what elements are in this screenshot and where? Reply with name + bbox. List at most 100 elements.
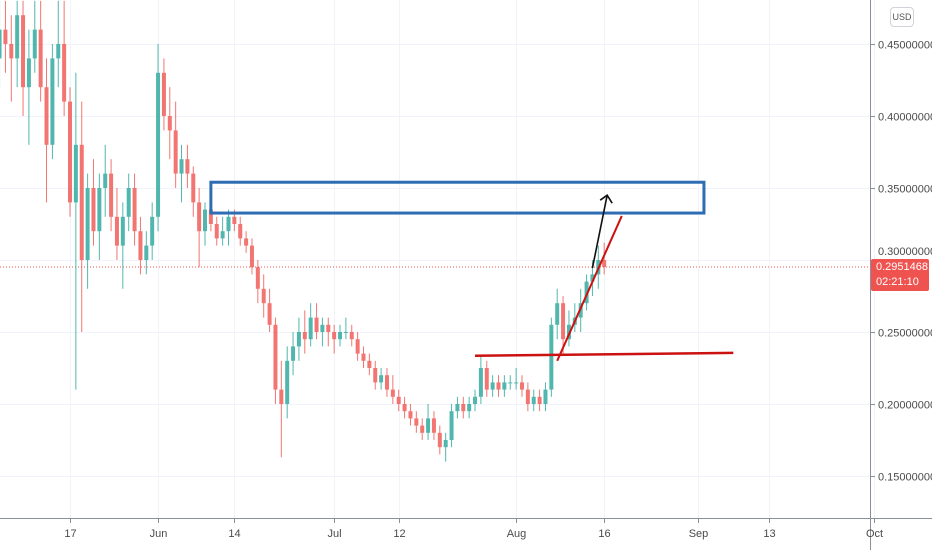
candle [461,396,466,419]
candle-body [543,389,548,404]
candle [68,87,72,217]
x-tick-label: 17 [64,528,76,540]
candle-body [167,116,172,131]
candle-body [519,382,524,390]
candle [496,375,501,397]
candle [132,173,137,246]
candle [173,101,178,188]
candle-body [296,332,301,347]
candle [602,242,607,275]
candle [150,202,155,260]
support-line[interactable] [475,351,734,358]
candle [443,432,448,462]
candle [3,0,8,73]
candle-body [173,130,178,174]
candle [384,368,389,397]
candle-body [273,324,278,390]
candle-body [384,375,389,390]
candle-body [267,303,272,325]
candle [508,375,513,390]
candle-body [602,260,607,267]
drawings[interactable] [209,180,734,362]
candle [179,144,184,203]
candle-body [138,231,143,260]
x-tick-label: Aug [507,528,527,540]
candle-body [514,382,519,384]
x-tick-label: Jun [150,528,168,540]
y-tick-label: 0.35000000 [878,184,932,196]
candle [414,411,419,433]
candle [326,317,331,347]
candle-body [91,188,96,232]
time-axis[interactable]: 17 Jun 14 Jul 12 Aug 16 Sep 13 Oct [64,518,883,540]
candle-body [3,29,8,44]
candle-body [73,144,78,203]
candle [279,360,284,458]
resistance-zone-rectangle[interactable] [209,180,706,215]
candle-body [420,425,425,433]
candle [431,411,436,440]
candle-body [62,44,67,102]
trend-line[interactable] [556,215,623,362]
candle [367,353,372,376]
candle [56,0,61,88]
candle [261,274,266,318]
candle [543,382,548,412]
candle [0,0,2,88]
candle [502,375,507,397]
candle [26,29,31,145]
candle-body [361,353,366,361]
candle-body [449,411,454,440]
arrow-icon[interactable] [591,194,613,269]
grid [0,0,875,518]
candle-body [185,159,190,174]
candle [379,368,384,390]
candle [62,0,67,116]
candle-body [197,202,202,232]
bar-countdown: 02:21:10 [876,276,919,288]
candle [437,425,442,455]
y-tick-label: 0.45000000 [878,40,932,52]
candle-body [50,58,55,145]
candle-body [467,404,472,412]
candle [15,0,20,88]
candle-body [508,382,513,384]
candle [249,238,254,275]
candle-body [179,159,184,174]
candle [38,0,43,102]
candle [255,260,260,304]
x-tick-label: Oct [866,528,883,540]
x-tick-label: 12 [393,528,405,540]
candle [473,389,478,412]
x-tick-label: 16 [598,528,610,540]
candle-body [126,188,131,217]
candle-body [408,411,413,419]
candle-body [555,303,560,325]
candle [396,389,401,412]
currency-button[interactable]: USD [890,7,914,27]
price-axis[interactable]: 0.15000000 0.20000000 0.25000000 0.30000000… [870,40,932,484]
candle [226,209,231,246]
candle-body [373,368,378,383]
candle [267,288,272,332]
candle-body [68,101,72,203]
candle [103,144,108,217]
candle-body [109,173,114,217]
candle [455,396,460,419]
candle [584,274,589,311]
candle [144,231,149,275]
candle-body [338,332,343,340]
candle [332,324,337,354]
candle [308,303,313,347]
x-tick-label: 13 [763,528,775,540]
candle-body [496,382,501,390]
candle [338,324,343,347]
candle-body [261,288,266,304]
candle-body [314,317,319,332]
candle [402,396,407,419]
candle [220,216,225,246]
candle [373,360,378,390]
y-tick-label: 0.15000000 [878,472,932,484]
candle [561,296,566,354]
